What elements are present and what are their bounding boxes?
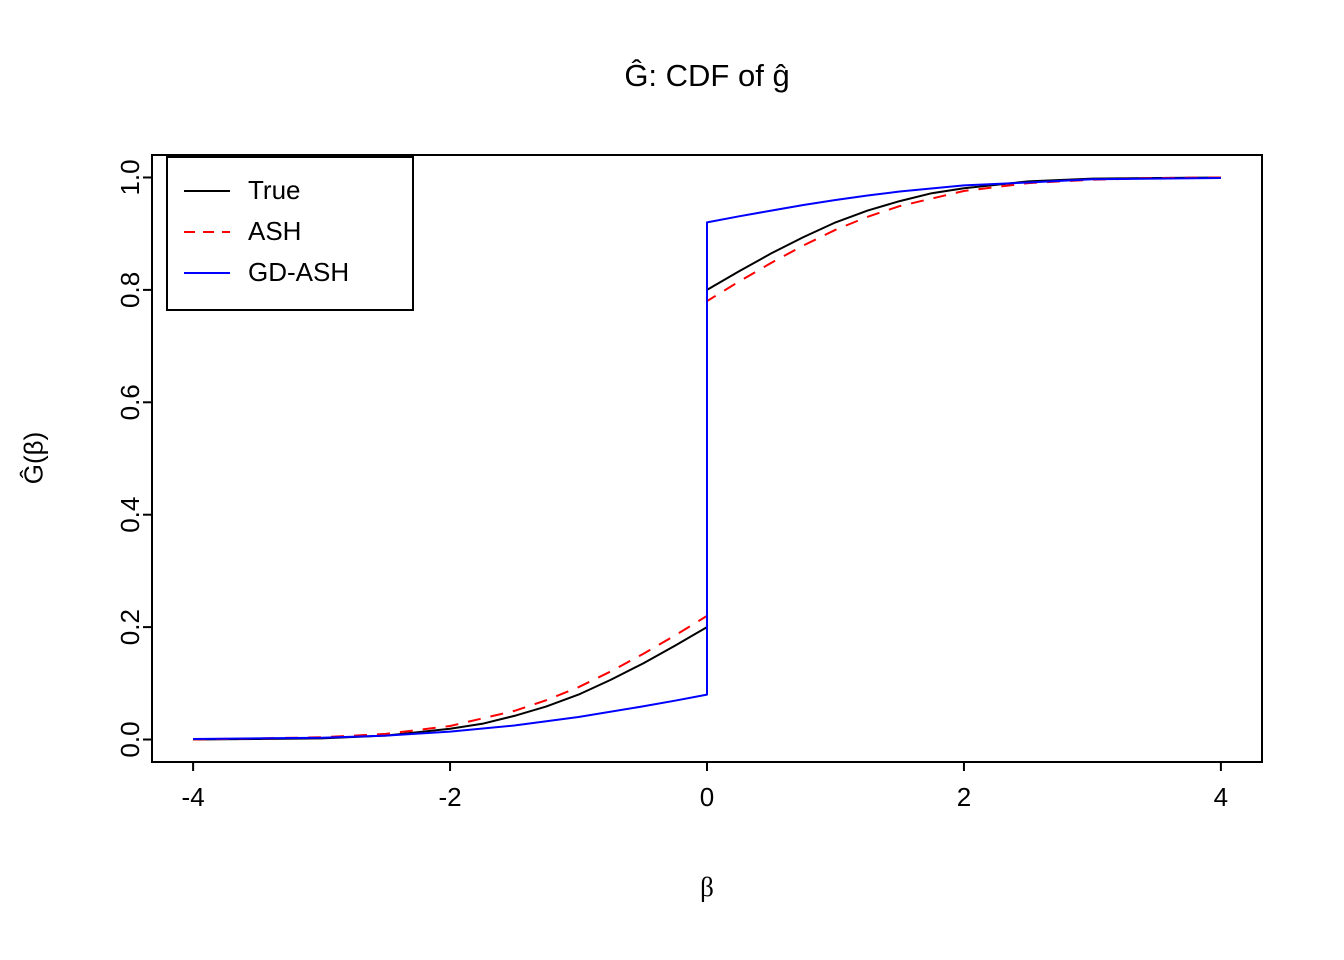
y-tick-label: 1.0 (115, 159, 145, 195)
x-tick-label: -4 (182, 782, 205, 812)
x-tick-label: 0 (700, 782, 714, 812)
legend-line-true (184, 189, 230, 192)
legend-item-gd-ash: GD-ASH (168, 252, 412, 293)
legend: True ASH GD-ASH (166, 156, 414, 311)
legend-label-true: True (248, 175, 301, 205)
x-tick-label: 2 (957, 782, 971, 812)
legend-label-gd-ash: GD-ASH (248, 257, 350, 287)
x-tick-label: 4 (1214, 782, 1228, 812)
y-tick-label: 0.2 (115, 609, 145, 645)
legend-label-ash: ASH (248, 216, 302, 246)
y-tick-label: 0.4 (115, 497, 145, 533)
x-tick-label: -2 (438, 782, 461, 812)
series-line-gd-ash (193, 177, 1221, 740)
legend-item-true: True (168, 170, 412, 211)
legend-line-gd-ash (184, 271, 230, 274)
y-tick-label: 0.0 (115, 721, 145, 757)
legend-line-ash (184, 230, 230, 233)
y-tick-label: 0.8 (115, 272, 145, 308)
legend-item-ash: ASH (168, 211, 412, 252)
y-tick-label: 0.6 (115, 384, 145, 420)
x-axis-label: β (700, 872, 714, 902)
chart-title: Ĝ: CDF of ĝ (624, 58, 790, 93)
